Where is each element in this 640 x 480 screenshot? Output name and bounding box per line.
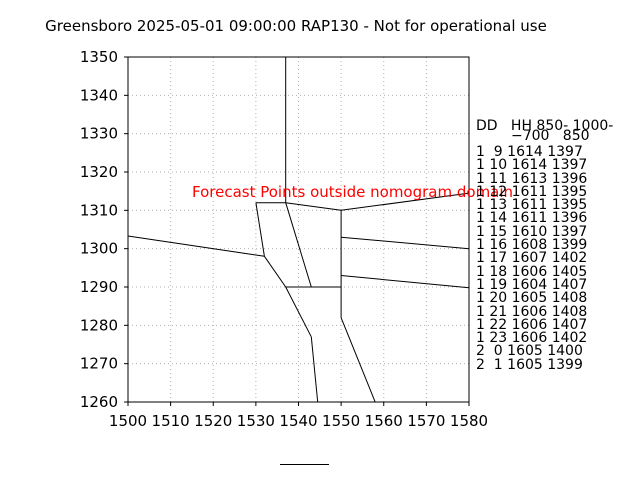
- nomogram-line: [285, 202, 312, 288]
- table-row: 1 16 1608 1399: [476, 237, 588, 254]
- table-row: 1 22 1606 1407: [476, 316, 588, 333]
- x-tick-label: 1560: [365, 412, 403, 430]
- y-tick-label: 1340: [80, 86, 118, 104]
- table-row: 1 23 1606 1402: [476, 330, 588, 347]
- table-row: 1 15 1610 1397: [476, 223, 588, 240]
- nomogram-line: [285, 286, 312, 338]
- y-tick-label: 1330: [80, 125, 118, 143]
- table-row: 1 21 1606 1408: [476, 303, 588, 320]
- nomogram-line: [341, 192, 470, 211]
- series-lines: [127, 57, 470, 403]
- table-row: 1 17 1607 1402: [476, 250, 588, 267]
- table-row: 1 13 1611 1395: [476, 197, 588, 214]
- nomogram-line: [285, 202, 342, 211]
- forecast-table: 1 9 1614 1397 1 10 1614 1397 1 11 1613 139…: [476, 144, 588, 373]
- table-row: 1 18 1606 1405: [476, 263, 588, 280]
- y-tick-label: 1290: [80, 278, 118, 296]
- y-tick-label: 1310: [80, 201, 118, 219]
- x-tick-label: 1520: [194, 412, 232, 430]
- table-row: 1 9 1614 1397: [476, 144, 583, 160]
- nomogram-line: [255, 202, 265, 257]
- x-tick-label: 1500: [109, 412, 147, 430]
- y-tick-label: 1270: [80, 355, 118, 373]
- bottom-rule: [280, 464, 329, 465]
- nomogram-line: [263, 256, 287, 288]
- x-tick-label: 1550: [322, 412, 360, 430]
- x-tick-label: 1530: [237, 412, 275, 430]
- nomogram-line: [340, 317, 376, 403]
- y-tick-label: 1260: [80, 393, 118, 411]
- table-row: 1 12 1611 1395: [476, 183, 588, 200]
- y-tick-label: 1350: [80, 48, 118, 66]
- table-row: 1 19 1604 1407: [476, 276, 588, 293]
- nomogram-line: [310, 336, 319, 403]
- grid-lines: [128, 57, 469, 402]
- x-tick-label: 1510: [152, 412, 190, 430]
- annotation-text: Forecast Points outside nomogram domain: [192, 183, 513, 201]
- table-row: 1 14 1611 1396: [476, 210, 588, 227]
- y-tick-label: 1280: [80, 316, 118, 334]
- nomogram-line: [127, 235, 265, 257]
- x-tick-label: 1570: [407, 412, 445, 430]
- table-row: 2 1 1605 1399: [476, 356, 583, 373]
- nomogram-line: [341, 275, 470, 289]
- nomogram-line: [341, 236, 470, 250]
- x-tick-label: 1540: [279, 412, 317, 430]
- table-header-line2: −700 850: [511, 128, 590, 144]
- x-tick-label: 1580: [450, 412, 488, 430]
- axis-ticks: 1500 1510 1520 1530 1540 1550 1560 1570 1580 1260…: [80, 48, 488, 430]
- table-row: 2 0 1605 1400: [476, 343, 583, 360]
- chart-title: Greensboro 2025-05-01 09:00:00 RAP130 - …: [45, 17, 547, 35]
- table-header-line1: DD HH 850- 1000-: [476, 118, 614, 134]
- table-row: 1 10 1614 1397: [476, 157, 588, 174]
- table-row: 1 20 1605 1408: [476, 290, 588, 307]
- y-tick-label: 1320: [80, 163, 118, 181]
- table-row: 1 11 1613 1396: [476, 170, 588, 187]
- y-tick-label: 1300: [80, 240, 118, 258]
